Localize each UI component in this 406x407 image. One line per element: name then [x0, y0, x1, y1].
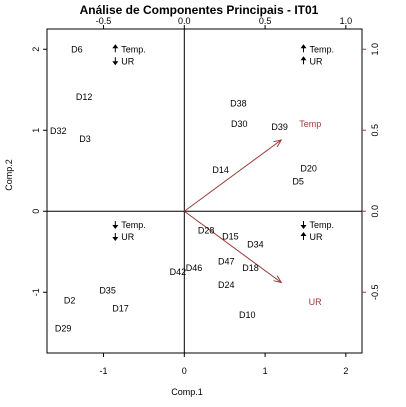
arrow-up-icon: [300, 44, 307, 49]
quadrant-key: Temp. UR: [300, 44, 335, 66]
x-tick-label: 2: [343, 366, 348, 376]
quadrant-key-label: UR: [121, 232, 134, 242]
point-label: D39: [271, 122, 288, 132]
chart-title: Análise de Componentes Principais - IT01: [80, 3, 319, 17]
point-label: D5: [292, 176, 304, 186]
vector-arrowhead: [273, 139, 283, 148]
point-label: D47: [218, 256, 235, 266]
x-tick-label: 1: [263, 366, 268, 376]
y-tick-label: 1: [31, 128, 41, 133]
top-tick-label: 0.5: [259, 16, 272, 26]
right-tick-label: 1.0: [370, 43, 380, 56]
point-label: D24: [218, 280, 235, 290]
right-tick-label: -0.5: [370, 284, 380, 300]
arrow-up-icon: [300, 56, 307, 61]
quadrant-key-label: UR: [310, 232, 323, 242]
point-label: D29: [55, 324, 72, 334]
loading-vector-temp: [184, 139, 282, 212]
top-tick-label: 0.0: [178, 16, 191, 26]
loading-vector-ur: [184, 210, 282, 283]
vector-label: UR: [309, 297, 322, 307]
point-label: D34: [247, 239, 264, 249]
y-tick-label: 2: [31, 47, 41, 52]
x-tick-label: 0: [182, 366, 187, 376]
plot-frame: [46, 28, 363, 354]
point-label: D6: [71, 44, 83, 54]
point-label: D2: [64, 295, 76, 305]
arrow-down-icon: [112, 225, 119, 230]
point-label: D10: [239, 310, 256, 320]
point-label: D17: [112, 303, 129, 313]
y-tick-label: 0: [31, 209, 41, 214]
arrow-up-icon: [112, 44, 119, 49]
point-label: D12: [76, 92, 93, 102]
top-tick-label: 1.0: [340, 16, 353, 26]
quadrant-key-label: Temp.: [310, 44, 335, 54]
point-label: D32: [50, 126, 67, 136]
quadrant-key: Temp. UR: [300, 220, 335, 242]
x-axis-label: Comp.1: [171, 387, 203, 397]
top-tick-label: -0.5: [96, 16, 112, 26]
y-axis-label: Comp.2: [4, 159, 14, 191]
point-label: D28: [198, 226, 215, 236]
quadrant-key-label: Temp.: [121, 44, 146, 54]
quadrant-key: Temp. UR: [112, 220, 146, 242]
quadrant-key-label: Temp.: [310, 220, 335, 230]
arrow-down-icon: [300, 225, 307, 230]
point-label: D46: [186, 263, 203, 273]
right-tick-label: 0.5: [370, 124, 380, 137]
arrow-down-icon: [112, 61, 119, 66]
right-tick-label: 0.0: [370, 205, 380, 218]
point-label: D42: [170, 267, 187, 277]
quadrant-key-label: UR: [310, 56, 323, 66]
quadrant-key-label: UR: [121, 56, 134, 66]
point-label: D20: [300, 163, 317, 173]
arrow-up-icon: [300, 232, 307, 237]
point-label: D38: [230, 99, 247, 109]
y-tick-label: -1: [31, 288, 41, 296]
vector-label: Temp: [299, 119, 321, 129]
arrow-down-icon: [112, 237, 119, 242]
quadrant-key-label: Temp.: [121, 220, 146, 230]
x-tick-label: -1: [100, 366, 108, 376]
point-label: D35: [99, 286, 116, 296]
point-label: D30: [231, 119, 248, 129]
point-label: D15: [222, 231, 239, 241]
vector-arrowhead: [273, 275, 283, 284]
point-label: D18: [242, 263, 259, 273]
point-label: D3: [79, 134, 91, 144]
point-label: D14: [212, 165, 229, 175]
quadrant-key: Temp. UR: [112, 44, 146, 66]
